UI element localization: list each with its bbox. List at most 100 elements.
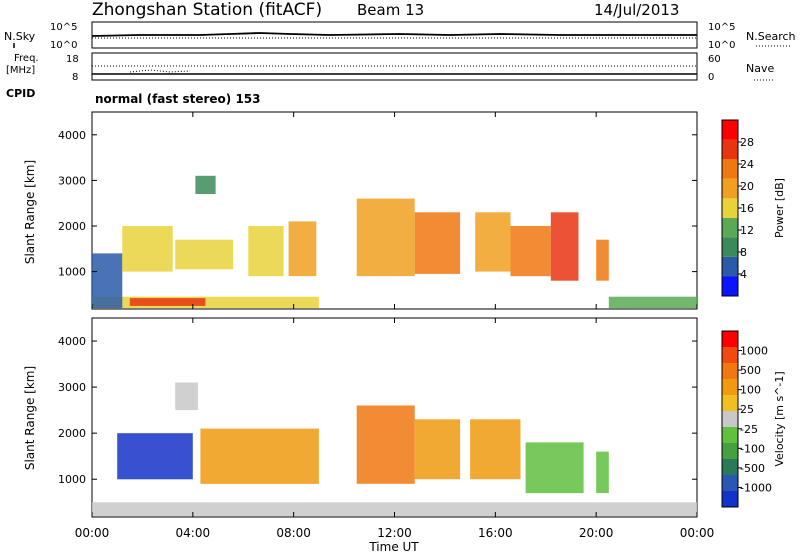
velocity-swatch-10 <box>722 331 738 347</box>
power-cbar-tick-label-5: 24 <box>740 158 754 171</box>
power-yticks: 1000 2000 3000 4000 <box>58 129 697 279</box>
velocity-swatch-3 <box>722 443 738 459</box>
velocity-region-0 <box>92 502 697 517</box>
xtick-label-4: 16:00 <box>478 526 513 540</box>
freq-left-tick-bottom: 8 <box>72 72 78 83</box>
velocity-swatch-2 <box>722 459 738 475</box>
power-colorbar-swatches <box>722 120 738 296</box>
power-swatch-3 <box>722 217 738 238</box>
noise-right-tick-top: 10^5 <box>708 22 735 33</box>
velocity-swatch-5 <box>722 411 738 427</box>
noise-panel: N.Sky 10^5 10^0 10^5 10^0 N.Search <box>4 21 796 51</box>
power-ytick-label-3: 4000 <box>58 129 86 142</box>
velocity-ylabel: Slant Range [km] <box>23 366 37 470</box>
noise-left-tick-bottom: 10^0 <box>50 40 77 51</box>
power-region-2 <box>92 253 123 309</box>
velocity-swatch-7 <box>722 379 738 395</box>
velocity-swatch-8 <box>722 363 738 379</box>
velocity-colorbar-swatches <box>722 331 738 507</box>
velocity-colorbar-frame <box>721 330 739 508</box>
freq-right-tick-top: 60 <box>708 54 721 65</box>
power-ytick-label-1: 2000 <box>58 220 86 233</box>
power-swatch-4 <box>722 198 738 218</box>
power-region-13 <box>596 239 609 281</box>
power-region-6 <box>248 226 284 277</box>
power-swatch-0 <box>722 276 738 296</box>
noise-right-tick-bottom: 10^0 <box>708 40 735 51</box>
velocity-region-3 <box>200 428 319 484</box>
velocity-panel: 1000 2000 3000 4000 Slant Range [km] <box>23 317 698 518</box>
cpid-value: normal (fast stereo) 153 <box>95 92 261 106</box>
power-colorbar: 4 8 12 16 20 24 28 Power [dB] <box>721 119 786 297</box>
power-region-4 <box>175 239 234 270</box>
power-ylabel: Slant Range [km] <box>23 160 37 264</box>
nave-trace-dip <box>129 69 191 73</box>
velocity-swatch-1 <box>722 475 738 491</box>
velocity-ytick-label-1: 2000 <box>58 427 86 440</box>
freq-right-label: Nave <box>746 62 774 75</box>
noise-right-label: N.Search <box>746 30 796 43</box>
velocity-ytick-label-0: 1000 <box>58 473 86 486</box>
velocity-cbar-tick-label-6: -500 <box>740 462 765 475</box>
power-region-11 <box>510 226 551 277</box>
velocity-cbar-tick-label-2: 100 <box>740 384 761 397</box>
power-cbar-tick-label-2: 12 <box>740 224 754 237</box>
power-swatch-7 <box>722 139 738 160</box>
power-region-12 <box>550 212 579 281</box>
power-region-3 <box>122 226 173 272</box>
power-region-9 <box>414 212 461 274</box>
velocity-region-8 <box>596 451 609 494</box>
velocity-region-4 <box>356 405 415 484</box>
power-cbar-tick-label-4: 20 <box>740 180 754 193</box>
freq-right-tick-bottom: 0 <box>708 72 714 83</box>
power-region-7 <box>288 221 317 277</box>
x-axis-label: Time UT <box>368 540 419 554</box>
power-region-10 <box>475 212 511 272</box>
power-region-5 <box>195 175 216 194</box>
power-cbar-tick-label-3: 16 <box>740 202 754 215</box>
velocity-cbar-tick-label-4: -25 <box>740 423 758 436</box>
xtick-label-0: 00:00 <box>75 526 110 540</box>
freq-left-label-1: Freq. <box>14 53 39 64</box>
velocity-swatch-9 <box>722 347 738 363</box>
power-region-0 <box>92 296 319 309</box>
plot-title: Zhongshan Station (fitACF) <box>92 0 322 20</box>
velocity-colorbar-ticks: 1000 500 100 25 -25 -100 -500 -1000 <box>738 345 772 494</box>
velocity-region-5 <box>414 419 461 480</box>
velocity-colorbar: 1000 500 100 25 -25 -100 -500 -1000 Velocity [m… <box>721 330 786 508</box>
velocity-cbar-tick-label-5: -100 <box>740 442 765 455</box>
power-swatch-5 <box>722 178 738 199</box>
xtick-label-5: 20:00 <box>579 526 614 540</box>
velocity-ytick-label-3: 4000 <box>58 335 86 348</box>
xtick-label-2: 08:00 <box>276 526 311 540</box>
power-panel: 1000 2000 3000 4000 Slant Range [km] <box>23 111 698 310</box>
velocity-cbar-tick-label-3: 25 <box>740 403 754 416</box>
power-swatch-1 <box>722 256 738 277</box>
velocity-cells <box>92 382 697 517</box>
freq-left-label-2: [MHz] <box>6 65 35 76</box>
power-swatch-2 <box>722 237 738 257</box>
power-ytick-label-2: 3000 <box>58 174 86 187</box>
power-cells <box>92 175 697 309</box>
cpid-label: CPID <box>6 87 35 100</box>
power-cbar-tick-label-0: 4 <box>740 268 747 281</box>
velocity-region-2 <box>175 382 198 411</box>
freq-left-tick-top: 18 <box>66 54 79 65</box>
velocity-yticks: 1000 2000 3000 4000 <box>58 335 697 486</box>
xtick-label-3: 12:00 <box>377 526 412 540</box>
velocity-swatch-0 <box>722 491 738 507</box>
power-cbar-tick-label-1: 8 <box>740 246 747 259</box>
power-cbar-tick-label-6: 28 <box>740 136 754 149</box>
beam-label: Beam 13 <box>357 1 424 19</box>
velocity-region-7 <box>525 442 584 494</box>
power-swatch-8 <box>722 120 738 140</box>
power-colorbar-ticks: 4 8 12 16 20 24 28 <box>738 136 754 281</box>
velocity-cbar-tick-label-1: 500 <box>740 364 761 377</box>
xtick-label-6: 00:00 <box>680 526 715 540</box>
xtick-label-1: 04:00 <box>176 526 211 540</box>
date-label: 14/Jul/2013 <box>594 1 679 19</box>
noise-left-label: N.Sky <box>4 30 36 43</box>
power-region-8 <box>356 198 415 277</box>
velocity-region-6 <box>470 419 521 480</box>
